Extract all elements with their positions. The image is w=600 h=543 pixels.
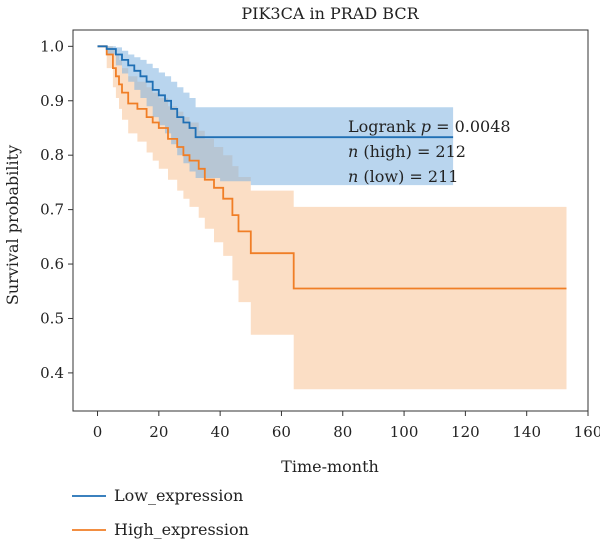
x-tick-label: 0 — [93, 423, 103, 441]
logrank-annotation: Logrank p = 0.0048 — [348, 117, 511, 136]
n-low-symbol: n — [348, 167, 358, 186]
y-axis-label: Survival probability — [3, 145, 22, 305]
x-tick-label: 100 — [390, 423, 419, 441]
x-tick-label: 80 — [333, 423, 352, 441]
survival-curves — [97, 45, 567, 290]
y-tick-label: 0.9 — [40, 92, 64, 110]
logrank-prefix: Logrank — [348, 117, 421, 136]
y-tick-label: 0.7 — [40, 201, 64, 219]
stats-annotation: Logrank p = 0.0048 n (high) = 212 n (low… — [348, 117, 511, 186]
y-axis-ticks: 0.4 0.5 0.6 0.7 0.8 0.9 1.0 — [40, 37, 73, 382]
y-tick-label: 1.0 — [40, 37, 64, 55]
y-tick-label: 0.5 — [40, 309, 64, 327]
chart-legend: Low_expression High_expression — [72, 486, 249, 539]
chart-title: PIK3CA in PRAD BCR — [241, 4, 419, 23]
x-axis-ticks: 0 20 40 60 80 100 120 140 160 — [93, 411, 600, 441]
x-tick-label: 140 — [512, 423, 541, 441]
y-tick-label: 0.6 — [40, 255, 64, 273]
logrank-p-symbol: p — [421, 117, 431, 136]
confidence-bands — [97, 46, 567, 390]
plot-frame — [72, 29, 589, 412]
n-high-annotation: n (high) = 212 — [348, 142, 466, 161]
x-tick-label: 20 — [149, 423, 168, 441]
n-high-symbol: n — [348, 142, 358, 161]
n-low-annotation: n (low) = 211 — [348, 167, 458, 186]
y-tick-label: 0.4 — [40, 364, 64, 382]
survival-curve-low-expression — [97, 45, 454, 139]
survival-curve-high-expression — [97, 45, 567, 290]
x-tick-label: 160 — [574, 423, 600, 441]
confidence-band-high-expression — [97, 46, 567, 390]
logrank-value: = 0.0048 — [431, 117, 511, 136]
legend-label-low-expression: Low_expression — [114, 486, 243, 505]
x-tick-label: 120 — [451, 423, 480, 441]
n-low-text: (low) = 211 — [358, 167, 458, 186]
x-axis-label: Time-month — [281, 457, 379, 476]
x-tick-label: 40 — [211, 423, 230, 441]
y-tick-label: 0.8 — [40, 146, 64, 164]
confidence-band-low-expression — [97, 46, 454, 186]
x-tick-label: 60 — [272, 423, 291, 441]
legend-label-high-expression: High_expression — [114, 520, 249, 539]
n-high-text: (high) = 212 — [358, 142, 466, 161]
